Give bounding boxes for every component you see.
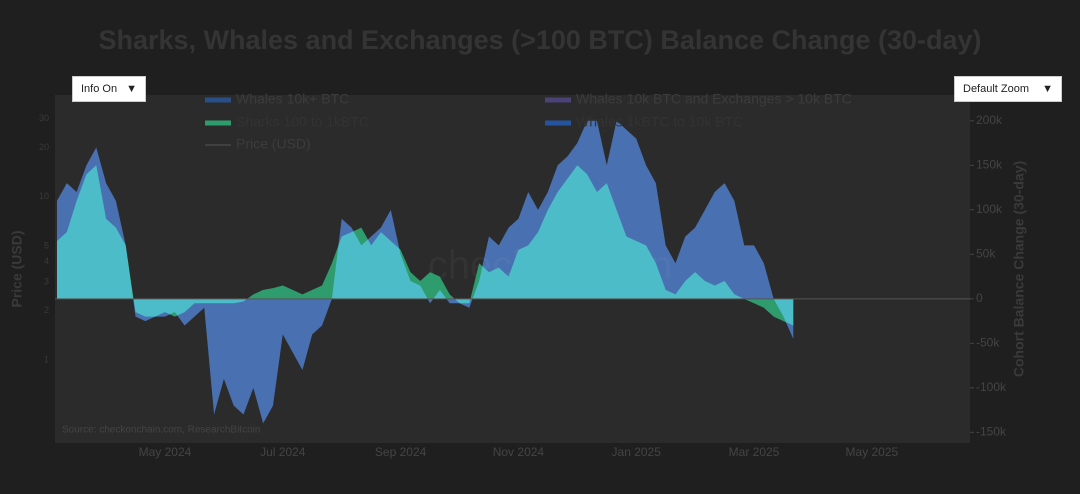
y2-tick-label: 200k [976, 113, 1003, 127]
y-tick-label: 3 [44, 276, 49, 286]
zoom-label: Default Zoom [963, 83, 1030, 95]
y-tick-label: 10 [39, 191, 49, 201]
y-tick-label: 2 [44, 305, 49, 315]
x-tick-label: Mar 2025 [729, 445, 780, 459]
zoom-select[interactable]: Default Zoom ▼ [954, 76, 1062, 102]
y-tick-label: 5 [44, 240, 49, 250]
y2-tick-label: 150k [976, 157, 1003, 171]
y2-axis-label: Cohort Balance Change (30-day) [1011, 161, 1027, 377]
legend-label: Whales 1kBTC to 10k BTC [576, 114, 743, 130]
y-tick-label: 20 [39, 142, 49, 152]
area [57, 120, 794, 424]
legend-label: Price (USD) [236, 136, 311, 152]
x-tick-label: Jul 2024 [260, 445, 306, 459]
y-tick-label: 30 [39, 113, 49, 123]
source: Source: checkonchain.com, ResearchBitcoi… [62, 425, 260, 436]
legend-label: Whales 10k+ BTC [236, 91, 349, 107]
x-tick-label: Nov 2024 [493, 445, 545, 459]
y2-tick-label: 100k [976, 202, 1003, 216]
x-tick-label: Sep 2024 [375, 445, 427, 459]
y2-tick-label: -150k [976, 424, 1007, 438]
y2-tick-label: 50k [976, 246, 996, 260]
y2-tick-label: -50k [976, 335, 1000, 349]
x-tick-label: Jan 2025 [612, 445, 662, 459]
info-toggle[interactable]: Info On ▼ [72, 76, 146, 102]
x-tick-label: May 2024 [139, 445, 192, 459]
y2-tick-label: 0 [976, 291, 983, 305]
y2-tick-label: -100k [976, 380, 1007, 394]
x-tick-label: May 2025 [845, 445, 898, 459]
y-tick-label: 4 [44, 256, 49, 266]
y-axis-label: Price (USD) [9, 230, 25, 307]
legend-label: Sharks 100 to 1kBTC [236, 114, 369, 130]
chart-title: Sharks, Whales and Exchanges (>100 BTC) … [98, 25, 981, 55]
legend-label: Whales 10k BTC and Exchanges > 10k BTC [576, 91, 852, 107]
info-label: Info On [81, 83, 118, 95]
y-tick-label: 1 [44, 354, 49, 364]
